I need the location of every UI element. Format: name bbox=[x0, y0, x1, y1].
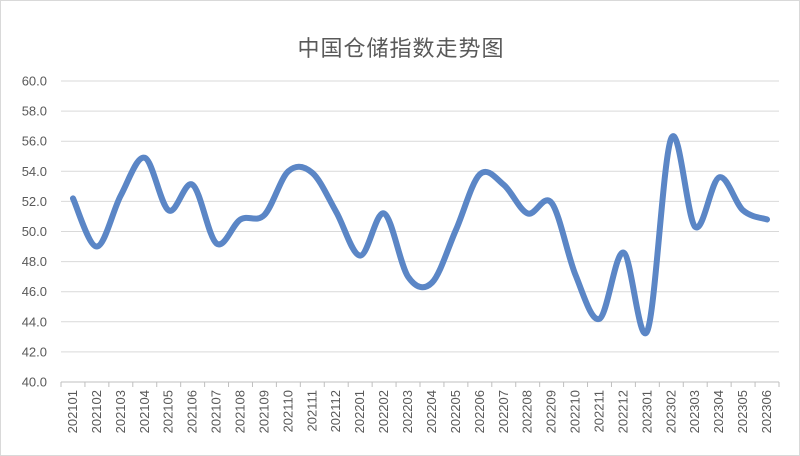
x-tick-label: 202111 bbox=[304, 390, 319, 431]
data-point bbox=[525, 210, 531, 216]
data-point bbox=[549, 200, 555, 206]
series-line bbox=[69, 133, 771, 337]
y-tick-label: 54.0 bbox=[22, 164, 47, 179]
x-tick-label: 202107 bbox=[209, 390, 224, 433]
x-tick-label: 202208 bbox=[520, 390, 535, 433]
data-point bbox=[477, 171, 483, 177]
data-point bbox=[405, 274, 411, 280]
x-tick-label: 202210 bbox=[568, 390, 583, 433]
data-point bbox=[692, 224, 698, 230]
x-tick-label: 202302 bbox=[663, 390, 678, 433]
data-point bbox=[238, 216, 244, 222]
x-tick-label: 202110 bbox=[280, 390, 295, 432]
data-point bbox=[285, 168, 291, 174]
x-tick-label: 202201 bbox=[352, 390, 367, 433]
data-point bbox=[94, 244, 100, 250]
x-tick-label: 202203 bbox=[400, 390, 415, 433]
x-tick-label: 202212 bbox=[615, 390, 630, 433]
y-tick-label: 58.0 bbox=[22, 104, 47, 119]
x-tick-label: 202103 bbox=[113, 390, 128, 433]
x-tick-label: 202202 bbox=[376, 390, 391, 433]
y-tick-label: 52.0 bbox=[22, 194, 47, 209]
x-tick-label: 202304 bbox=[711, 390, 726, 433]
data-point bbox=[166, 207, 172, 213]
data-point bbox=[573, 272, 579, 278]
data-point bbox=[357, 253, 363, 259]
x-tick-label: 202108 bbox=[233, 390, 248, 433]
x-tick-label: 202211 bbox=[592, 390, 607, 432]
data-point bbox=[142, 155, 148, 161]
data-point bbox=[70, 195, 76, 201]
y-tick-label: 48.0 bbox=[22, 254, 47, 269]
data-point bbox=[214, 241, 220, 247]
data-point bbox=[620, 250, 626, 256]
data-point bbox=[190, 182, 196, 188]
data-point bbox=[740, 207, 746, 213]
x-tick-label: 202204 bbox=[424, 390, 439, 433]
data-point bbox=[333, 209, 339, 215]
x-axis: 202101 202102 202103 202104 202105 202106 2021… bbox=[60, 381, 780, 433]
data-point bbox=[309, 170, 315, 176]
y-tick-label: 56.0 bbox=[22, 134, 47, 149]
data-point bbox=[644, 328, 650, 334]
data-point bbox=[716, 174, 722, 180]
x-tick-label: 202106 bbox=[185, 390, 200, 433]
x-tick-label: 202305 bbox=[735, 390, 750, 433]
data-point bbox=[453, 227, 459, 233]
x-tick-label: 202207 bbox=[496, 390, 511, 433]
data-point bbox=[668, 135, 674, 141]
x-tick-label: 202209 bbox=[544, 390, 559, 433]
x-tick-label: 202104 bbox=[137, 390, 152, 433]
x-tick-label: 202206 bbox=[472, 390, 487, 433]
x-tick-label: 202205 bbox=[448, 390, 463, 433]
data-point bbox=[764, 216, 770, 222]
chart-title: 中国仓储指数走势图 bbox=[297, 37, 505, 62]
data-point bbox=[381, 210, 387, 216]
y-tick-label: 42.0 bbox=[22, 344, 47, 359]
data-point bbox=[501, 182, 507, 188]
y-tick-label: 46.0 bbox=[22, 284, 47, 299]
y-tick-label: 44.0 bbox=[22, 314, 47, 329]
y-tick-label: 60.0 bbox=[22, 74, 47, 89]
data-point bbox=[597, 316, 603, 322]
x-tick-label: 202109 bbox=[256, 390, 271, 433]
data-point bbox=[261, 212, 267, 218]
x-tick-label: 202105 bbox=[161, 390, 176, 433]
y-tick-label: 40.0 bbox=[22, 375, 47, 390]
y-axis: 40.0 42.0 44.0 46.0 48.0 50.0 52.0 54.0 56.0 58.0… bbox=[22, 74, 47, 390]
x-tick-label: 202301 bbox=[639, 390, 654, 433]
data-point bbox=[118, 192, 124, 198]
data-point bbox=[429, 280, 435, 286]
x-tick-label: 202101 bbox=[65, 390, 80, 433]
x-tick-label: 202112 bbox=[328, 390, 343, 432]
x-tick-label: 202303 bbox=[687, 390, 702, 433]
grid-lines bbox=[61, 80, 779, 353]
series-layer bbox=[69, 133, 771, 337]
x-tick-label: 202306 bbox=[759, 390, 774, 433]
x-tick-label: 202102 bbox=[89, 390, 104, 433]
y-tick-label: 50.0 bbox=[22, 224, 47, 239]
